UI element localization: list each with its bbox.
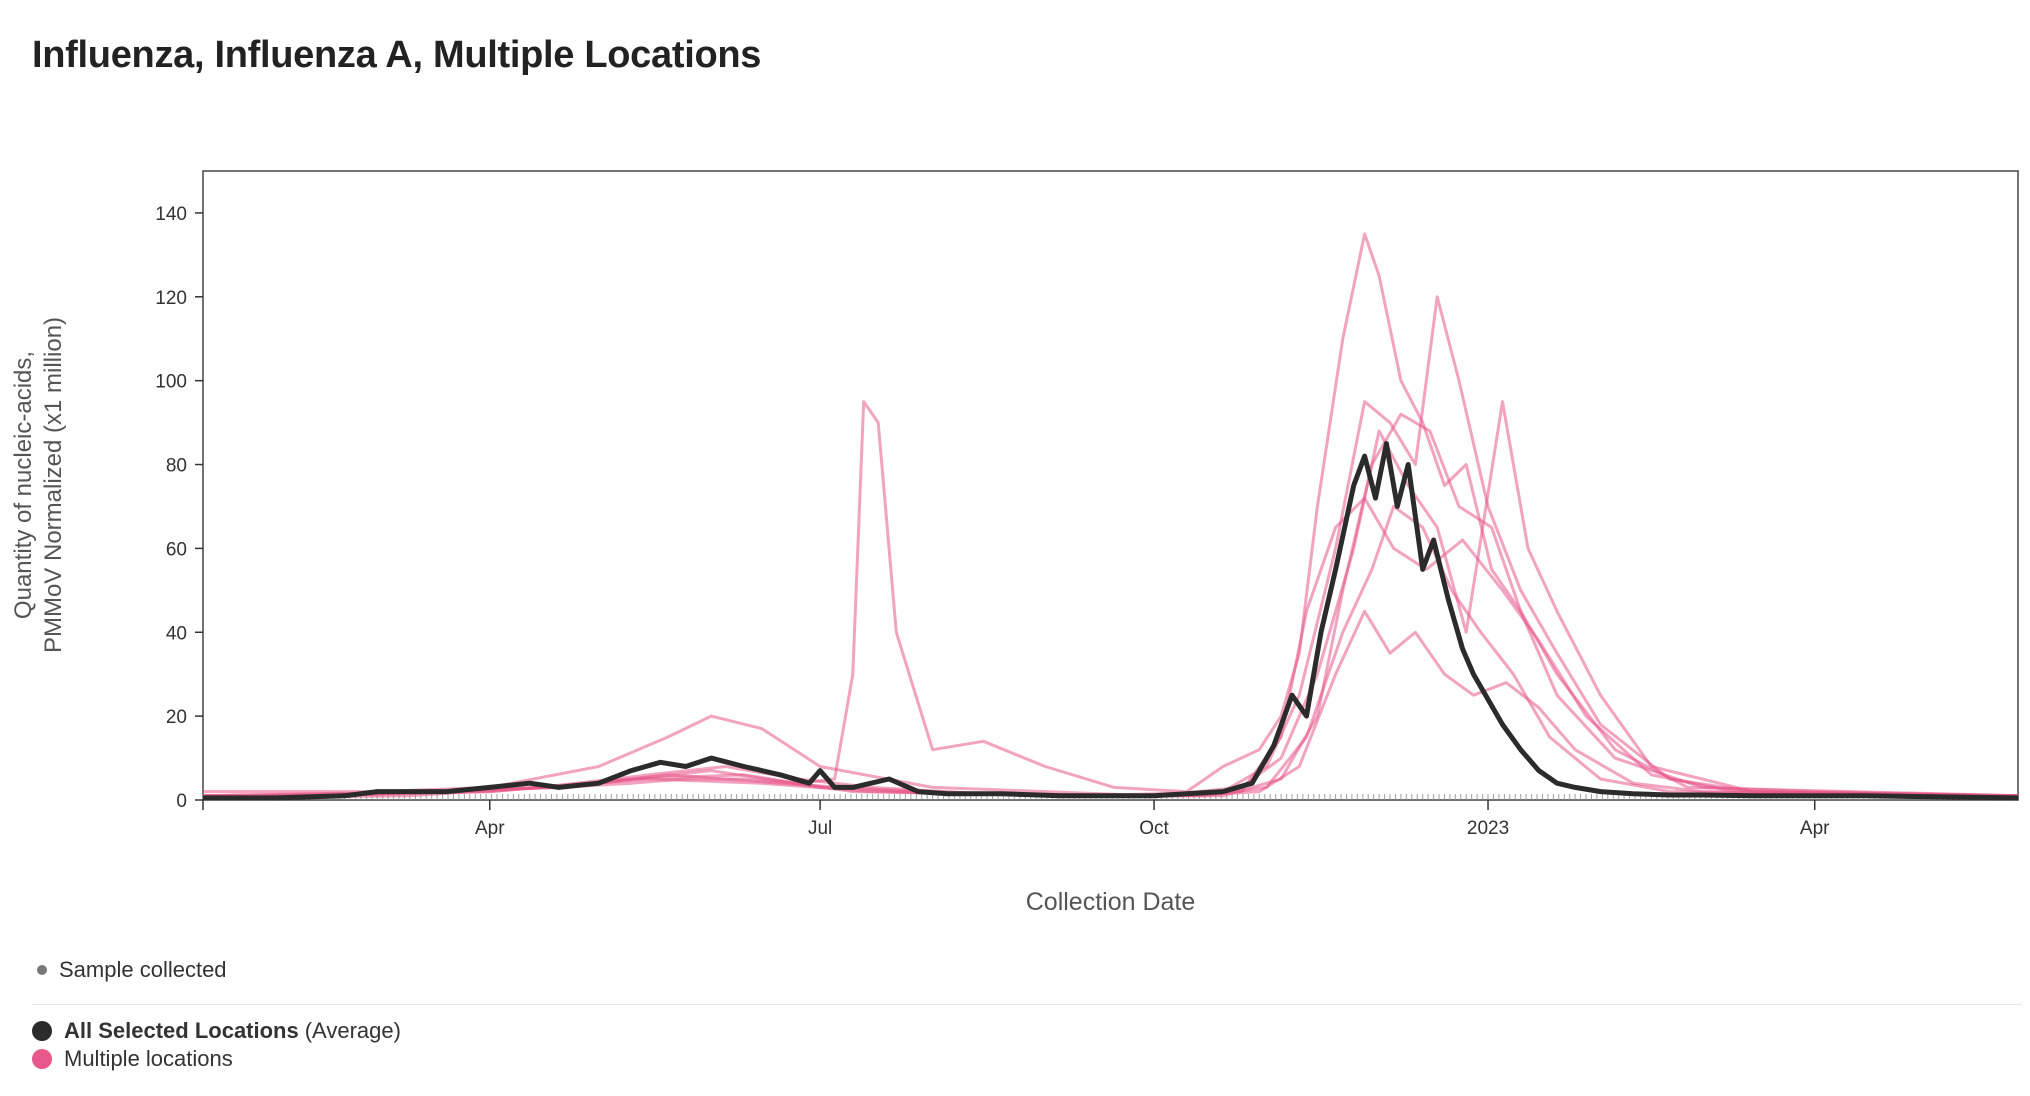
x-tick-label: Jul: [808, 818, 832, 839]
x-tick-label: Apr: [475, 818, 505, 839]
y-tick-label: 80: [166, 456, 187, 477]
location-series-line-4: [202, 505, 2019, 800]
legend-sample-label: Sample collected: [59, 957, 227, 982]
location-series-line-3: [202, 400, 2019, 798]
y-tick-label: 140: [155, 204, 187, 225]
legend-locations-label: Multiple locations: [64, 1046, 233, 1071]
location-series-line-7: [202, 496, 2019, 798]
location-series-line-1: [203, 232, 2019, 798]
average-dot-icon: [32, 1021, 52, 1041]
x-tick-label: Apr: [1800, 818, 1830, 839]
legend-sample: Sample collected: [32, 957, 227, 983]
legend-average[interactable]: All Selected Locations (Average): [32, 1018, 401, 1044]
legend-average-label: All Selected Locations: [64, 1018, 299, 1043]
x-tick-label: Oct: [1139, 818, 1169, 839]
y-tick-label: 20: [166, 707, 187, 728]
sample-dot-icon: [37, 965, 47, 975]
y-axis-label-line2: PMMoV Normalized (x1 million): [40, 317, 67, 653]
legend-locations[interactable]: Multiple locations: [32, 1046, 233, 1072]
average-series-line: [203, 441, 2019, 801]
y-tick-label: 100: [155, 372, 187, 393]
legend-average-suffix: (Average): [304, 1018, 401, 1043]
y-tick-label: 60: [166, 539, 187, 560]
locations-dot-icon: [32, 1049, 52, 1069]
page-title: Influenza, Influenza A, Multiple Locatio…: [32, 34, 762, 76]
y-tick-label: 0: [176, 791, 187, 812]
location-series-line-5: [202, 609, 2019, 798]
line-chart: 0 20 40 60 80 100 120 140 Apr Jul Oct 2023 Apr Collec…: [10, 170, 2019, 916]
y-tick-label: 40: [166, 623, 187, 644]
x-axis-label: Collection Date: [1026, 888, 1196, 916]
x-tick-label: 2023: [1467, 818, 1509, 839]
location-series-line-2: [203, 295, 2019, 798]
legend-divider: [32, 1004, 2022, 1005]
y-axis-label-line1: Quantity of nucleic-acids,: [10, 351, 37, 619]
location-series-line-6: [202, 412, 2019, 800]
y-tick-label: 120: [155, 288, 187, 309]
plot-frame: [202, 170, 2019, 801]
